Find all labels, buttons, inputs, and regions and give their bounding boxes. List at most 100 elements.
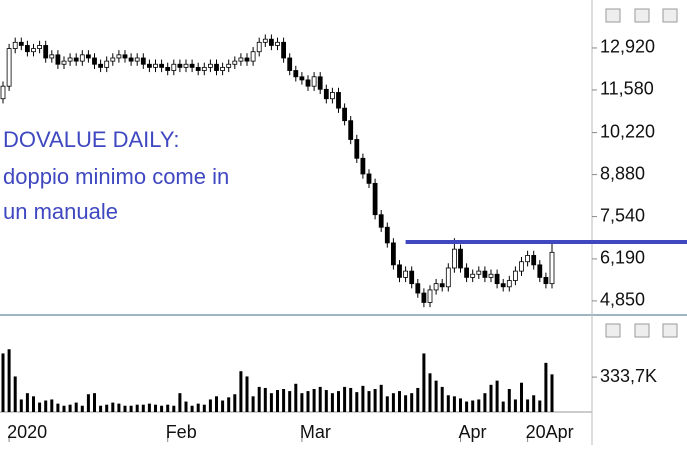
volume-bar <box>513 399 517 412</box>
candle-body <box>244 57 250 62</box>
candle-body <box>171 63 177 71</box>
volume-bar <box>459 398 462 412</box>
volume-bar <box>184 401 188 412</box>
candle-body <box>421 292 427 303</box>
volume-bar <box>251 396 255 412</box>
y-tick-label: 12,920 <box>600 37 655 57</box>
volume-bar <box>416 387 420 412</box>
candle-body <box>0 85 6 100</box>
candle-body <box>287 57 293 71</box>
candle-body <box>513 270 518 281</box>
volume-bar <box>208 399 212 412</box>
volume-bar <box>452 396 456 412</box>
volume-bar <box>221 400 225 412</box>
volume-bar <box>99 405 103 412</box>
candle-body <box>329 92 335 100</box>
minimize-button[interactable] <box>605 323 621 338</box>
candle-body <box>311 76 317 87</box>
volume-bar <box>495 380 499 412</box>
candle-body <box>342 107 348 122</box>
volume-bar <box>190 405 194 412</box>
volume-bar <box>361 385 365 412</box>
candle-body <box>128 57 134 62</box>
volume-bar <box>62 405 66 412</box>
candle-body <box>37 45 42 49</box>
volume-bar <box>160 405 164 412</box>
candle-body <box>226 63 232 68</box>
volume-bar <box>440 386 444 412</box>
candle-body <box>232 60 238 65</box>
volume-bar <box>263 387 267 412</box>
candle-body <box>24 45 30 53</box>
volume-bar <box>532 395 536 412</box>
y-tick-label: 11,580 <box>600 79 654 99</box>
volume-bar <box>86 394 90 412</box>
volume-bar <box>324 390 328 412</box>
candle-body <box>201 66 207 71</box>
candle-body <box>207 63 213 68</box>
candle-body <box>543 276 549 285</box>
candle-body <box>18 41 24 46</box>
y-tick-label: 4,850 <box>600 290 645 310</box>
candle-body <box>336 92 341 109</box>
volume-bar <box>379 384 383 412</box>
annotation-text: DOVALUE DAILY: <box>3 127 179 152</box>
candle-body <box>390 242 396 266</box>
volume-bar <box>93 393 96 412</box>
candle-body <box>470 273 476 278</box>
y-tick-label: 333,7K <box>600 366 657 386</box>
candle-body <box>177 63 183 68</box>
volume-bar <box>196 403 200 412</box>
volume-bar <box>446 395 450 412</box>
candle-body <box>299 76 305 81</box>
candle-body <box>506 280 512 288</box>
volume-bar <box>80 405 84 412</box>
minimize-button[interactable] <box>605 8 621 23</box>
candle-body <box>451 248 457 269</box>
candle-body <box>262 38 268 43</box>
y-tick-label: 6,190 <box>600 248 645 268</box>
volume-bar <box>288 391 292 412</box>
candle-body <box>323 88 329 100</box>
y-tick-label: 8,880 <box>600 163 645 183</box>
volume-bar <box>410 393 414 412</box>
candle-body <box>256 41 262 53</box>
close-button[interactable] <box>662 323 678 338</box>
candle-body <box>519 261 524 272</box>
candle-body <box>98 63 103 68</box>
annotation-text: doppio minimo come in <box>3 164 229 189</box>
candle-body <box>366 173 372 184</box>
candle-body <box>488 273 494 278</box>
volume-bar <box>68 404 72 412</box>
candle-body <box>49 54 55 59</box>
volume-bar <box>526 399 530 412</box>
volume-bar <box>422 353 426 412</box>
volume-bar <box>178 393 182 412</box>
candle-body <box>384 226 390 244</box>
candle-body <box>189 63 195 68</box>
candle-body <box>268 38 274 46</box>
candle-body <box>122 54 128 59</box>
candle-body <box>409 270 415 285</box>
volume-bar <box>13 376 17 412</box>
candle-body <box>159 63 165 68</box>
candle-body <box>153 63 158 68</box>
volume-bar <box>7 349 11 412</box>
candle-body <box>220 66 226 71</box>
volume-bar <box>50 399 54 412</box>
volume-bar <box>294 383 298 412</box>
candle-body <box>537 264 543 278</box>
candle-body <box>531 255 537 266</box>
close-button[interactable] <box>662 8 678 23</box>
volume-bar <box>202 404 206 412</box>
maximize-button[interactable] <box>634 323 650 338</box>
candle-body <box>360 157 366 175</box>
candle-body <box>403 270 409 278</box>
maximize-button[interactable] <box>634 8 650 23</box>
volume-bar <box>245 376 249 412</box>
volume-bar <box>330 393 334 412</box>
candle-body <box>275 41 280 46</box>
candle-body <box>31 48 36 53</box>
